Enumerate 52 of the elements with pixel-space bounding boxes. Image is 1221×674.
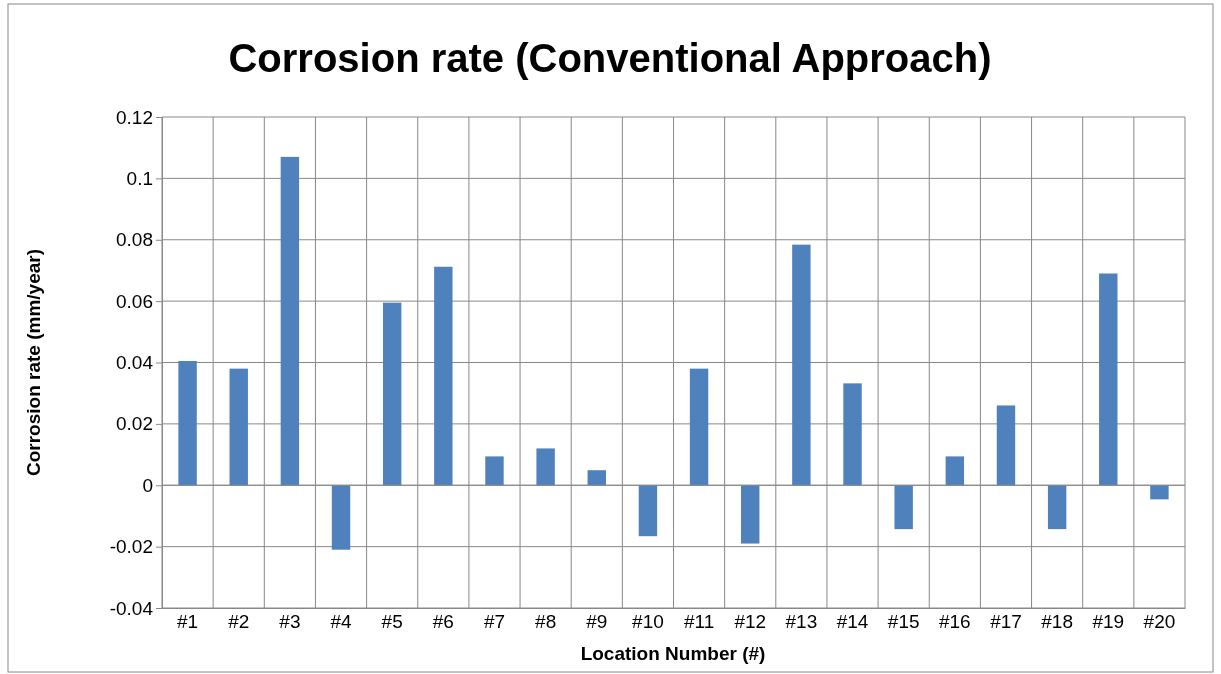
y-tick-label: 0.08 xyxy=(116,229,153,251)
x-tick-label: #16 xyxy=(938,611,971,633)
x-tick-label: #5 xyxy=(381,611,403,633)
y-axis-title: Corrosion rate (mm/year) xyxy=(23,248,44,477)
bar xyxy=(689,368,709,486)
bar xyxy=(1047,485,1067,530)
bar xyxy=(485,456,504,486)
bar xyxy=(1099,273,1118,486)
y-tick-label: 0 xyxy=(142,474,153,496)
bar xyxy=(434,266,453,486)
x-tick-label: #13 xyxy=(785,611,818,633)
chart-title: Corrosion rate (Conventional Approach) xyxy=(228,36,992,80)
x-axis-title: Location Number (#) xyxy=(580,643,766,664)
y-tick-label: -0.02 xyxy=(109,536,153,558)
bar xyxy=(638,485,658,537)
y-tick-label: 0.1 xyxy=(126,167,153,189)
x-tick-label: #10 xyxy=(632,611,664,633)
bar xyxy=(280,156,300,486)
x-tick-label: #8 xyxy=(535,611,557,633)
bar xyxy=(894,485,913,530)
bar xyxy=(792,244,811,486)
bar xyxy=(536,448,555,486)
y-tick-label: 0.02 xyxy=(116,413,153,435)
bar xyxy=(331,485,351,550)
bar xyxy=(382,302,402,486)
y-tick-label: 0.04 xyxy=(116,352,154,374)
x-tick-label: #9 xyxy=(586,611,608,633)
bar xyxy=(587,470,606,486)
bar xyxy=(1150,485,1169,500)
bar xyxy=(178,360,197,486)
y-tick-label: 0.12 xyxy=(116,106,153,128)
x-tick-label: #11 xyxy=(683,611,715,633)
x-tick-label: #18 xyxy=(1041,611,1073,633)
x-tick-label: #15 xyxy=(887,611,920,633)
bar xyxy=(843,383,862,486)
x-tick-label: #3 xyxy=(279,611,301,633)
x-tick-label: #2 xyxy=(228,611,250,633)
x-tick-label: #6 xyxy=(432,611,454,633)
bar xyxy=(741,485,760,544)
x-tick-label: #1 xyxy=(177,611,199,633)
x-tick-label: #4 xyxy=(330,611,353,633)
x-tick-label: #7 xyxy=(483,611,506,633)
x-tick-label: #17 xyxy=(990,611,1022,633)
bar xyxy=(229,368,248,486)
y-tick-label: 0.06 xyxy=(116,290,153,312)
bar xyxy=(996,405,1016,486)
bar xyxy=(945,456,965,486)
x-tick-label: #20 xyxy=(1143,611,1176,633)
y-tick-label: -0.04 xyxy=(109,597,154,619)
x-tick-label: #12 xyxy=(734,611,767,633)
x-tick-label: #19 xyxy=(1092,611,1125,633)
x-tick-label: #14 xyxy=(836,611,869,633)
